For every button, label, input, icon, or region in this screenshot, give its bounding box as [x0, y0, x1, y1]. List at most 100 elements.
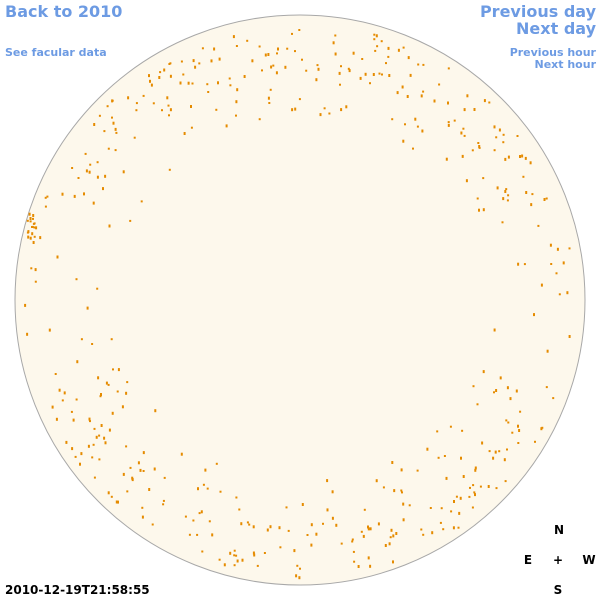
facula	[111, 116, 113, 119]
facula	[166, 96, 169, 100]
facula	[433, 99, 436, 103]
facula	[517, 442, 520, 444]
facula	[285, 506, 288, 509]
facula	[269, 525, 272, 529]
facula	[482, 208, 485, 212]
facula	[369, 82, 371, 85]
facula	[406, 95, 409, 98]
facula	[252, 551, 255, 555]
facula	[125, 391, 128, 395]
next-hour-link[interactable]: Next hour	[535, 58, 597, 71]
facula	[507, 194, 510, 197]
facula	[472, 385, 475, 388]
facula	[372, 73, 375, 76]
facula	[103, 130, 106, 133]
facula	[504, 157, 507, 161]
facula	[407, 56, 410, 60]
facula	[73, 194, 76, 198]
facula	[70, 410, 73, 413]
facula	[505, 419, 508, 422]
facula	[340, 108, 343, 112]
facula	[293, 549, 296, 553]
facula	[506, 199, 509, 202]
facula	[294, 50, 296, 53]
facula	[387, 55, 390, 58]
facula	[84, 152, 87, 155]
facula	[95, 435, 98, 439]
facula	[534, 440, 536, 443]
facula	[31, 225, 34, 228]
facula	[301, 503, 304, 506]
facula	[488, 101, 491, 104]
facula	[117, 500, 119, 504]
facula	[507, 421, 510, 424]
facula	[108, 428, 111, 432]
facula	[169, 62, 172, 65]
facula	[462, 127, 465, 130]
previous-hour-link[interactable]: Previous hour	[510, 46, 597, 59]
facula	[369, 527, 372, 531]
facula	[400, 468, 403, 472]
facula	[545, 197, 548, 200]
facula	[301, 58, 303, 61]
facula	[243, 75, 246, 78]
facula	[72, 418, 75, 422]
facula	[180, 452, 183, 456]
facular-link[interactable]: See facular data	[5, 46, 107, 59]
facula	[294, 107, 297, 111]
facula	[286, 47, 289, 50]
facula	[482, 370, 485, 374]
facula	[452, 526, 455, 530]
facula	[114, 127, 117, 131]
facula	[135, 109, 138, 112]
facula	[232, 35, 235, 39]
facula	[108, 224, 111, 228]
facula	[436, 430, 439, 433]
facula	[117, 368, 120, 372]
facula	[188, 533, 191, 536]
facula	[268, 102, 271, 104]
facula	[217, 81, 219, 85]
facula	[279, 546, 282, 549]
facula	[256, 564, 259, 567]
facula	[376, 45, 379, 48]
facula	[396, 91, 399, 95]
facula	[92, 201, 95, 205]
facula	[360, 530, 363, 533]
facula	[353, 560, 356, 563]
facula	[334, 34, 337, 37]
facula	[474, 466, 477, 470]
facula	[377, 522, 380, 526]
facula	[275, 71, 278, 75]
next-day-link[interactable]: Next day	[516, 19, 597, 38]
facula	[169, 74, 172, 78]
facula	[374, 49, 377, 52]
facula	[110, 495, 113, 498]
facula	[460, 131, 463, 135]
facula	[162, 499, 165, 502]
facula	[363, 508, 366, 511]
facula	[552, 397, 555, 400]
facula	[335, 523, 338, 527]
facula	[348, 69, 351, 73]
facula	[367, 525, 369, 529]
facula	[235, 114, 237, 117]
facula	[328, 112, 331, 115]
facula	[278, 526, 281, 530]
facula	[179, 81, 182, 85]
facula	[58, 388, 61, 392]
facula	[204, 468, 207, 472]
facula	[298, 576, 301, 580]
facula	[291, 108, 294, 112]
facula	[99, 395, 102, 398]
facula	[112, 368, 114, 371]
facula	[391, 118, 394, 121]
facula	[422, 90, 425, 93]
facula	[298, 29, 301, 31]
facula	[80, 338, 83, 341]
facula	[540, 427, 543, 431]
back-link[interactable]: Back to 2010	[5, 2, 122, 21]
facula	[493, 125, 496, 129]
facula	[137, 461, 140, 465]
previous-day-link[interactable]: Previous day	[480, 2, 597, 21]
